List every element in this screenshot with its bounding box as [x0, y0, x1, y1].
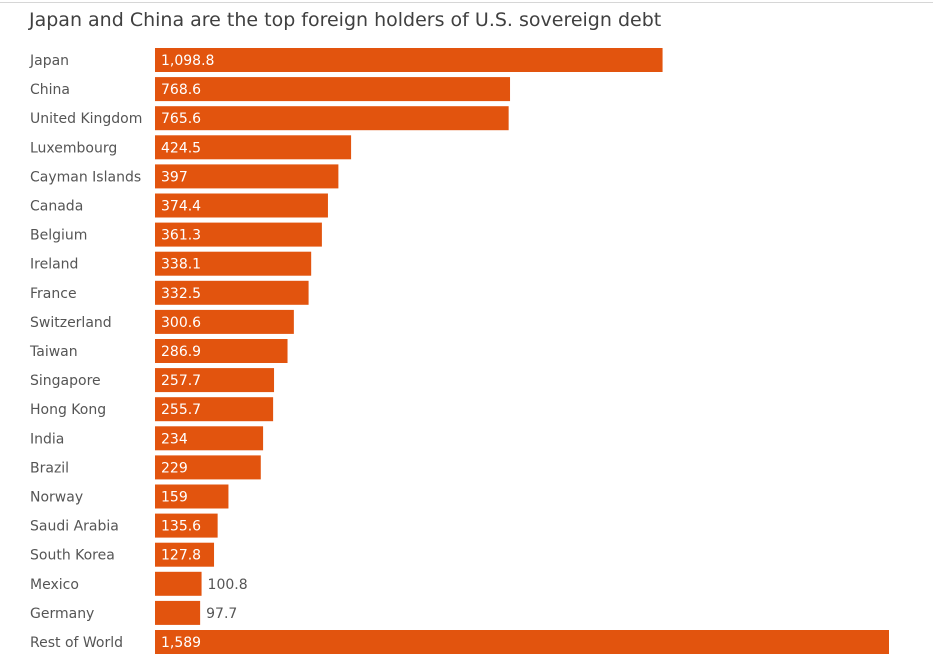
value-label-france: 332.5	[161, 286, 201, 302]
value-label-norway: 159	[161, 490, 188, 506]
bar-switzerland	[155, 309, 294, 334]
category-label-japan: Japan	[29, 53, 69, 69]
bar-france	[155, 280, 309, 305]
value-label-singapore: 257.7	[161, 373, 201, 389]
category-label-rest-of-world: Rest of World	[30, 635, 123, 651]
bar-india	[155, 426, 264, 451]
category-label-south-korea: South Korea	[30, 548, 115, 564]
bar-south-korea	[155, 542, 215, 567]
top-divider	[0, 2, 933, 3]
value-label-united-kingdom: 765.6	[161, 111, 201, 127]
chart-title: Japan and China are the top foreign hold…	[29, 9, 662, 31]
value-label-germany: 97.7	[206, 606, 237, 622]
bar-united-kingdom	[155, 106, 509, 131]
value-label-brazil: 229	[161, 460, 188, 476]
category-label-cayman-islands: Cayman Islands	[30, 169, 141, 185]
bar-germany	[155, 600, 201, 625]
category-label-saudi-arabia: Saudi Arabia	[30, 519, 119, 535]
category-label-france: France	[30, 286, 77, 302]
bar-mexico	[155, 571, 202, 596]
bar-taiwan	[155, 339, 288, 363]
bar-belgium	[155, 222, 322, 247]
value-label-mexico: 100.8	[208, 577, 248, 593]
value-label-china: 768.6	[161, 82, 201, 98]
bar-ireland	[155, 251, 312, 276]
category-label-luxembourg: Luxembourg	[30, 140, 117, 156]
value-label-india: 234	[161, 431, 188, 447]
category-label-singapore: Singapore	[30, 373, 101, 389]
value-label-canada: 374.4	[161, 199, 201, 215]
category-label-norway: Norway	[30, 490, 83, 506]
value-label-belgium: 361.3	[161, 228, 201, 244]
category-label-india: India	[30, 431, 64, 447]
bar-china	[155, 77, 511, 102]
value-label-rest-of-world: 1,589	[161, 635, 201, 651]
category-label-belgium: Belgium	[30, 228, 87, 244]
category-label-ireland: Ireland	[30, 257, 78, 273]
value-label-cayman-islands: 397	[161, 169, 188, 185]
bar-singapore	[155, 368, 275, 393]
category-label-china: China	[30, 82, 70, 98]
category-label-canada: Canada	[30, 199, 83, 215]
value-label-hong-kong: 255.7	[161, 402, 201, 418]
category-label-hong-kong: Hong Kong	[30, 402, 106, 418]
value-label-south-korea: 127.8	[161, 548, 201, 564]
value-label-luxembourg: 424.5	[161, 140, 201, 156]
value-label-japan: 1,098.8	[161, 53, 214, 69]
value-label-switzerland: 300.6	[161, 315, 201, 331]
bar-japan	[155, 48, 663, 72]
bar-norway	[155, 484, 229, 509]
category-label-germany: Germany	[30, 606, 94, 622]
value-label-taiwan: 286.9	[161, 344, 201, 360]
bar-brazil	[155, 455, 261, 480]
category-label-united-kingdom: United Kingdom	[30, 111, 142, 127]
bar-cayman-islands	[155, 164, 339, 189]
bar-saudi-arabia	[155, 513, 218, 538]
bar-canada	[155, 193, 328, 218]
bar-hong-kong	[155, 397, 274, 422]
value-label-saudi-arabia: 135.6	[161, 519, 201, 535]
bar-rest-of-world	[155, 630, 889, 654]
category-label-taiwan: Taiwan	[29, 344, 78, 360]
bar-luxembourg	[155, 135, 352, 160]
category-label-brazil: Brazil	[30, 460, 69, 476]
value-label-ireland: 338.1	[161, 257, 201, 273]
category-label-mexico: Mexico	[30, 577, 79, 593]
category-label-switzerland: Switzerland	[30, 315, 112, 331]
